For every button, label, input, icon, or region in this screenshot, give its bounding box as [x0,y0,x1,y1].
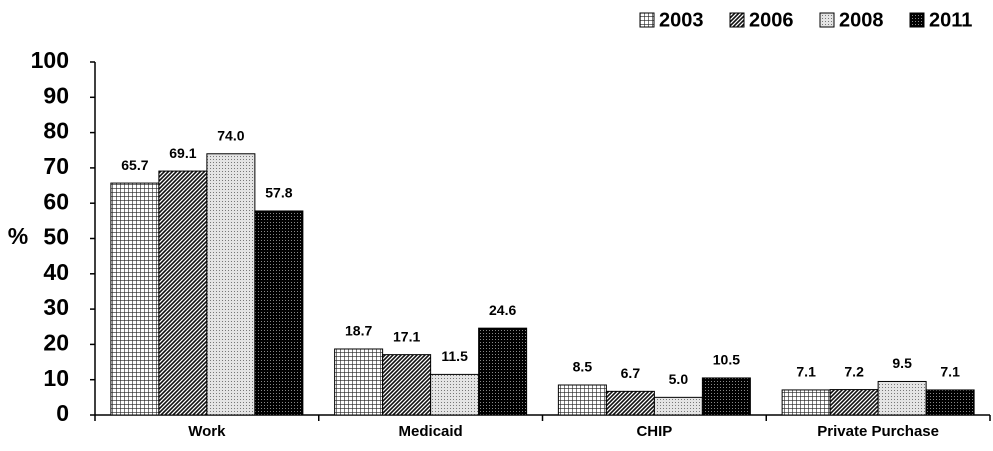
value-label: 11.5 [441,348,468,364]
bar [430,373,480,416]
value-label: 8.5 [573,359,593,375]
y-tick-label: 40 [43,259,69,285]
y-tick-label: 30 [43,294,69,320]
value-label: 10.5 [713,352,740,368]
bar [605,390,655,416]
value-label: 69.1 [169,145,196,161]
value-label: 57.8 [265,185,292,201]
value-label: 7.1 [940,364,960,380]
y-tick-label: 50 [43,224,69,250]
value-label: 24.6 [489,302,516,318]
legend-swatch [819,12,835,28]
value-label: 65.7 [121,157,148,173]
y-tick-label: 10 [43,365,69,391]
bar [478,327,528,416]
bar [158,170,208,416]
x-tick-label: CHIP [636,423,672,440]
y-tick-label: 70 [43,153,69,179]
y-tick-label: 80 [43,118,69,144]
bar [653,396,703,416]
value-label: 74.0 [217,127,244,143]
legend-label: 2008 [839,9,884,31]
value-label: 18.7 [345,323,372,339]
y-tick-label: 90 [43,82,69,108]
bar [382,354,432,416]
value-label: 7.1 [796,364,816,380]
bar [925,389,975,416]
legend-swatch [909,12,925,28]
legend-swatch [729,12,745,28]
bar [254,210,304,416]
value-label: 5.0 [669,371,689,387]
bar [701,377,751,416]
bar [557,384,607,416]
bar [206,153,256,416]
x-tick-label: Work [188,423,226,440]
bar [334,348,384,416]
x-tick-label: Private Purchase [817,423,939,440]
bar [877,380,927,416]
x-tick-label: Medicaid [399,423,463,440]
y-tick-label: 100 [31,47,69,73]
legend-label: 2011 [929,9,972,31]
value-label: 17.1 [393,328,420,344]
bar [110,182,160,416]
y-tick-label: 0 [56,400,69,426]
legend-label: 2006 [749,9,794,31]
y-axis-label: % [8,223,28,249]
value-label: 9.5 [892,355,912,371]
legend-label: 2003 [659,9,704,31]
legend-swatch [639,12,655,28]
value-label: 7.2 [844,363,864,379]
y-tick-label: 60 [43,188,69,214]
y-tick-label: 20 [43,329,69,355]
bar [829,389,879,416]
value-label: 6.7 [621,365,641,381]
bar [781,389,831,416]
